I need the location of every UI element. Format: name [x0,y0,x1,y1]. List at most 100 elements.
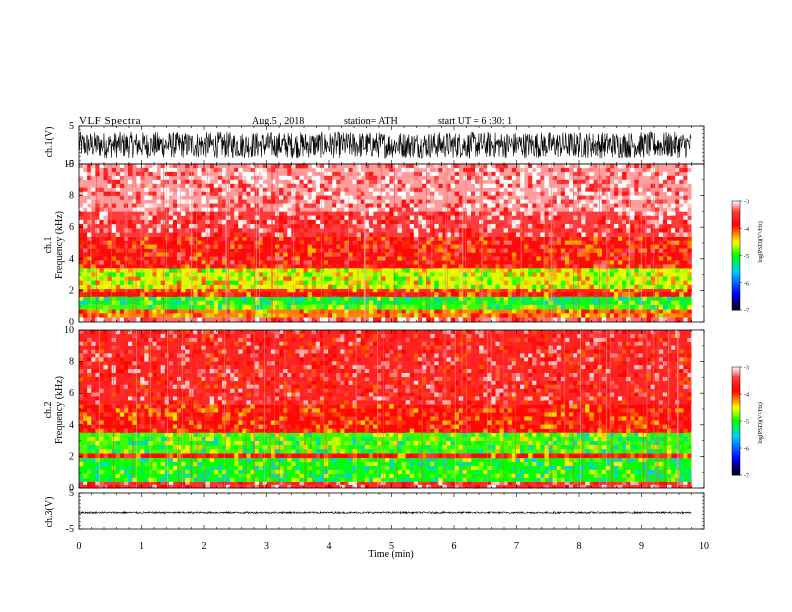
spectrogram-cell [295,191,300,196]
spectrogram-cell [287,264,292,269]
spectrogram-cell [172,164,178,169]
spectrogram-cell [491,268,496,273]
spectrogram-cell [238,276,243,281]
spectrogram-cell [132,207,137,212]
spectrogram-cell [91,481,96,486]
spectrogram-cell [626,191,631,196]
spectrogram-cell [238,304,243,310]
spectrogram-cell [671,240,676,245]
spectrogram-cell [479,449,484,454]
spectrogram-cell [454,296,460,301]
spectrogram-cell [642,187,647,192]
spectrogram-cell [658,465,664,471]
spectrogram-cell [299,272,304,277]
spectrogram-cell [87,445,92,450]
spectrogram-cell [475,167,480,173]
spectrogram-cell [556,228,562,233]
spectrogram-cell [687,252,692,257]
spectrogram-cell [177,408,182,413]
spectrogram-cell [83,280,88,286]
spectrogram-cell [185,465,190,471]
spectrogram-cell [422,300,427,305]
spectrogram-cell [246,461,251,467]
spectrogram-cell [409,461,415,467]
spectrogram-cell [270,167,276,173]
spectrogram-cell [495,288,500,293]
spectrogram-cell [242,296,247,301]
spectrogram-cell [254,424,259,429]
spectrogram-cell [613,207,619,212]
spectrogram-cell [262,440,268,446]
spectrogram-cell [275,469,280,475]
spectrogram-cell [446,195,451,200]
spectrogram-cell [283,264,288,269]
spectrogram-cell [438,167,443,173]
spectrogram-cell [409,191,415,196]
spectrogram-cell [279,465,284,471]
spectrogram-cell [450,240,455,245]
spectrogram-cell [328,408,333,413]
spectrogram-cell [393,164,398,169]
spectrogram-cell [221,199,227,204]
spectrogram-cell [177,236,182,241]
spectrogram-cell [532,280,537,286]
spectrogram-cell [332,300,337,305]
spectrogram-cell [515,445,521,450]
spectrogram-cell [136,432,141,438]
header-start-time: start UT = 6 :30: 1 [438,116,512,127]
spectrogram-cell [238,215,243,221]
spectrogram-cell [103,276,108,281]
spectrogram-cell [491,300,496,305]
spectrogram-cell [319,195,325,200]
spectrogram-cell [654,219,660,225]
spectrogram-cell [258,449,264,454]
spectrogram-cell [650,256,656,261]
spectrogram-cell [156,236,161,241]
spectrogram-cell [409,164,415,169]
spectrogram-cell [434,304,439,310]
spectrogram-cell [528,167,533,173]
spectrogram-cell [201,465,206,471]
spectrogram-cell [426,179,431,185]
spectrogram-cell [352,481,357,486]
spectrogram-cell [442,309,447,314]
spectrogram-cell [581,268,586,273]
spectrogram-cell [393,240,398,245]
spectrogram-cell [630,187,635,192]
spectrogram-cell [577,317,582,323]
spectrogram-cell [650,207,656,212]
spectrogram-cell [438,481,443,486]
spectrogram-cell [270,449,276,454]
spectrogram-cell [270,164,276,169]
spectrogram-cell [658,436,664,442]
spectrogram-cell [258,276,264,281]
spectrogram-cell [230,280,235,286]
spectrogram-cell [315,469,321,475]
spectrogram-cell [238,449,243,454]
spectrogram-cell [295,457,300,463]
spectrogram-cell [466,461,472,467]
spectrogram-cell [209,453,215,459]
spectrogram-cell [336,191,341,196]
spectrogram-cell [560,276,566,281]
spectrogram-cell [405,288,411,293]
spectrogram-cell [483,175,488,181]
spectrogram-cell [495,236,500,241]
spectrogram-cell [311,191,317,196]
spectrogram-cell [332,461,337,467]
spectrogram-cell [95,280,100,286]
spectrogram-cell [642,461,647,467]
spectrogram-cell [128,164,133,169]
spectrogram-cell [266,260,272,265]
spectrogram-cell [340,195,345,200]
spectrogram-cell [344,199,349,204]
spectrogram-cell [230,207,235,212]
spectrogram-cell [275,461,280,467]
spectrogram-cell [589,313,594,318]
spectrogram-cell [315,436,321,442]
spectrogram-cell [671,457,676,463]
spectrogram-cell [172,171,178,177]
spectrogram-cell [307,268,313,273]
spectrogram-cell [295,252,300,257]
spectrogram-cell [197,171,202,177]
